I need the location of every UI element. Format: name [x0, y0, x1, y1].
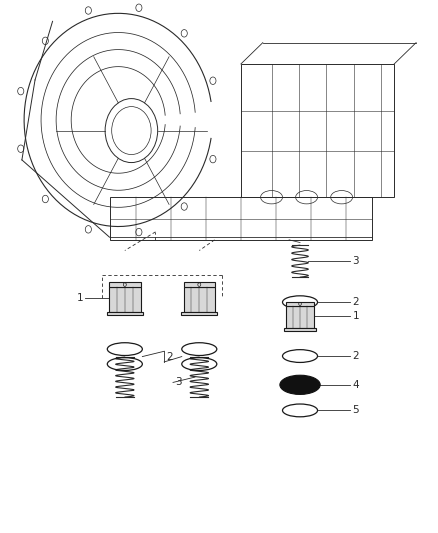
- Text: 3: 3: [175, 377, 182, 387]
- Text: 2: 2: [166, 352, 173, 361]
- Text: 1: 1: [77, 293, 83, 303]
- Bar: [286, 302, 314, 306]
- Text: 4: 4: [353, 380, 359, 390]
- Ellipse shape: [280, 375, 320, 394]
- Bar: [184, 287, 215, 312]
- Bar: [184, 282, 215, 287]
- Bar: [109, 282, 141, 287]
- Text: 2: 2: [353, 297, 359, 307]
- Text: 2: 2: [353, 351, 359, 361]
- Bar: [241, 64, 394, 197]
- Bar: [109, 287, 141, 312]
- Bar: [181, 312, 217, 316]
- Bar: [110, 197, 372, 240]
- Bar: [286, 306, 314, 328]
- Text: 3: 3: [353, 256, 359, 266]
- Bar: [107, 312, 143, 316]
- Text: 1: 1: [353, 311, 359, 321]
- Text: 5: 5: [353, 406, 359, 415]
- Bar: [284, 328, 316, 331]
